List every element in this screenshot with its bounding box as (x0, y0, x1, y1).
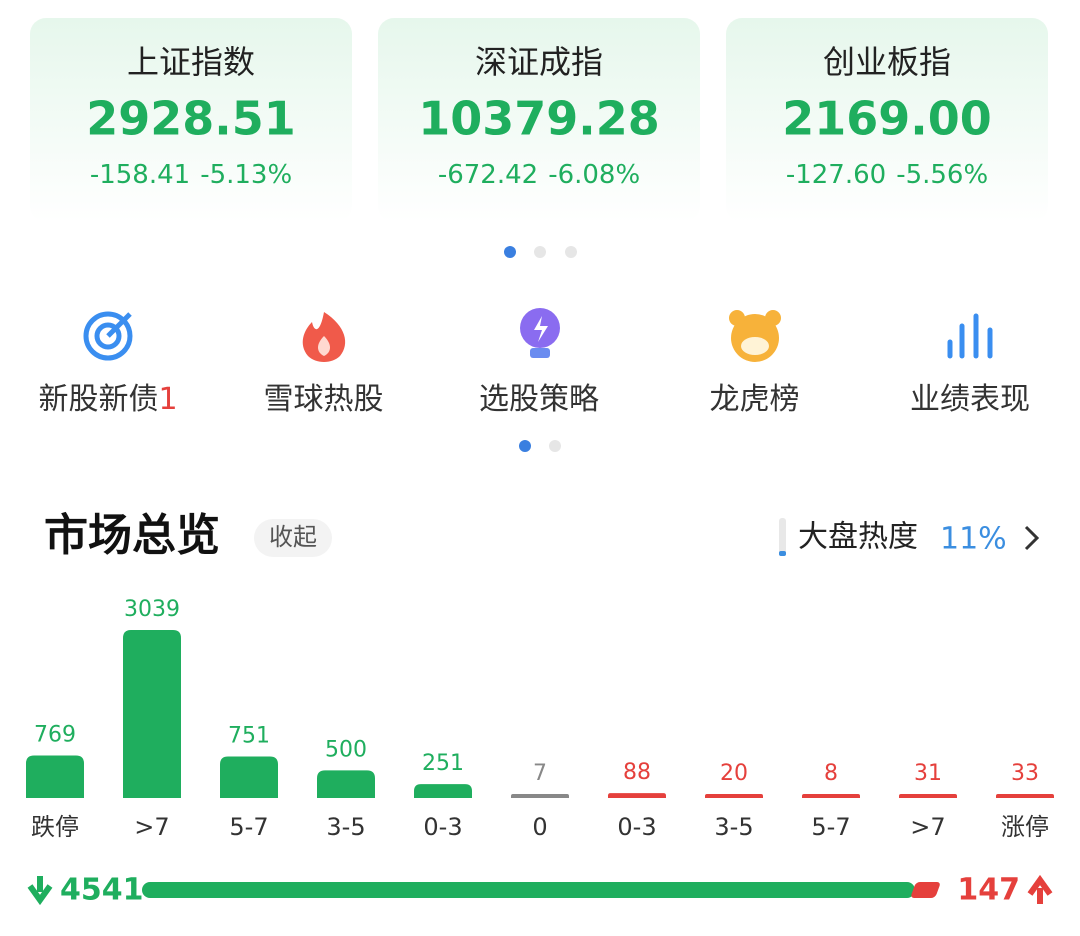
icon-bulb (520, 308, 560, 358)
icon-bars (947, 313, 993, 359)
bar (608, 793, 666, 798)
page-dot[interactable] (534, 246, 546, 258)
bar-value-label: 3039 (124, 597, 180, 622)
change-percent: -6.08% (548, 160, 640, 190)
shortcut-text: 业绩表现 (910, 382, 1030, 417)
x-tick-label: 0-3 (423, 813, 462, 841)
page-dot[interactable] (504, 246, 516, 258)
shortcut-text: 龙虎榜 (710, 382, 800, 417)
bar (220, 756, 278, 798)
index-card[interactable] (30, 18, 352, 222)
bar (511, 794, 569, 798)
x-tick-label: 5-7 (229, 813, 268, 841)
bar (899, 794, 957, 798)
index-name: 上证指数 (127, 43, 255, 81)
toggle-button[interactable] (254, 519, 332, 557)
bar-value-label: 7 (533, 761, 547, 786)
section-title: 市场总览 (44, 510, 220, 561)
bar-value-label: 33 (1011, 761, 1039, 786)
bar (26, 755, 84, 798)
bar (802, 794, 860, 798)
page-dot[interactable] (549, 440, 561, 452)
shortcut-text: 雪球热股 (264, 382, 384, 417)
bar-value-label: 31 (914, 761, 942, 786)
shortcut-badge: 1 (158, 382, 177, 417)
heat-label[interactable]: 大盘热度 (798, 520, 918, 555)
toggle-label[interactable]: 收起 (269, 523, 317, 551)
heat-gauge-fill (779, 551, 786, 556)
up-bar (911, 882, 940, 898)
index-name: 深证成指 (475, 43, 603, 81)
bar-value-label: 20 (720, 761, 748, 786)
x-tick-label: 5-7 (811, 813, 850, 841)
shortcut-text: 新股新债 (38, 382, 158, 417)
change-amount: -672.42 (438, 160, 538, 190)
icon-fire (302, 312, 346, 362)
bar (317, 770, 375, 798)
shortcut-label[interactable]: 业绩表现 (910, 382, 1030, 417)
x-tick-label: 0 (532, 813, 547, 841)
index-value: 2928.51 (86, 92, 296, 146)
bar (996, 794, 1054, 798)
index-card[interactable] (726, 18, 1048, 222)
up-count: 147 (957, 873, 1020, 908)
shortcut-text: 选股策略 (479, 382, 599, 417)
change-percent: -5.56% (896, 160, 988, 190)
x-tick-label: 3-5 (714, 813, 753, 841)
icon-target (83, 311, 133, 361)
heat-gauge (779, 518, 786, 556)
index-change: -672.42 -6.08% (438, 160, 640, 190)
change-amount: -127.60 (786, 160, 886, 190)
bar-value-label: 8 (824, 761, 838, 786)
x-tick-label: >7 (910, 813, 945, 841)
bar-value-label: 88 (623, 760, 651, 785)
change-amount: -158.41 (90, 160, 190, 190)
shortcut-label[interactable]: 选股策略 (479, 382, 599, 417)
index-card[interactable] (378, 18, 700, 222)
bar-value-label: 251 (422, 751, 464, 776)
heat-value[interactable]: 11% (940, 522, 1007, 557)
index-change: -127.60 -5.56% (786, 160, 988, 190)
shortcut-label[interactable]: 新股新债1 (38, 382, 177, 417)
x-tick-label: 3-5 (326, 813, 365, 841)
chevron[interactable] (1024, 525, 1040, 551)
page-dot[interactable] (565, 246, 577, 258)
shortcut-label[interactable]: 龙虎榜 (710, 382, 800, 417)
down-count: 4541 (60, 873, 144, 908)
index-value: 10379.28 (418, 92, 660, 146)
x-tick-label: 涨停 (1001, 813, 1049, 841)
index-value: 2169.00 (782, 92, 992, 146)
bar (705, 794, 763, 798)
change-percent: -5.13% (200, 160, 292, 190)
x-tick-label: >7 (134, 813, 169, 841)
down-bar (142, 882, 915, 898)
bar (123, 630, 181, 798)
x-tick-label: 跌停 (31, 813, 79, 841)
shortcut-label[interactable]: 雪球热股 (264, 382, 384, 417)
page-dot[interactable] (519, 440, 531, 452)
index-name: 创业板指 (823, 43, 951, 81)
x-tick-label: 0-3 (617, 813, 656, 841)
bar (414, 784, 472, 798)
bar-value-label: 500 (325, 737, 367, 762)
up-arrow (1027, 874, 1053, 904)
bar-value-label: 769 (34, 722, 76, 747)
index-change: -158.41 -5.13% (90, 160, 292, 190)
bar-value-label: 751 (228, 723, 270, 748)
down-arrow (27, 876, 53, 906)
icon-tiger (729, 310, 781, 362)
